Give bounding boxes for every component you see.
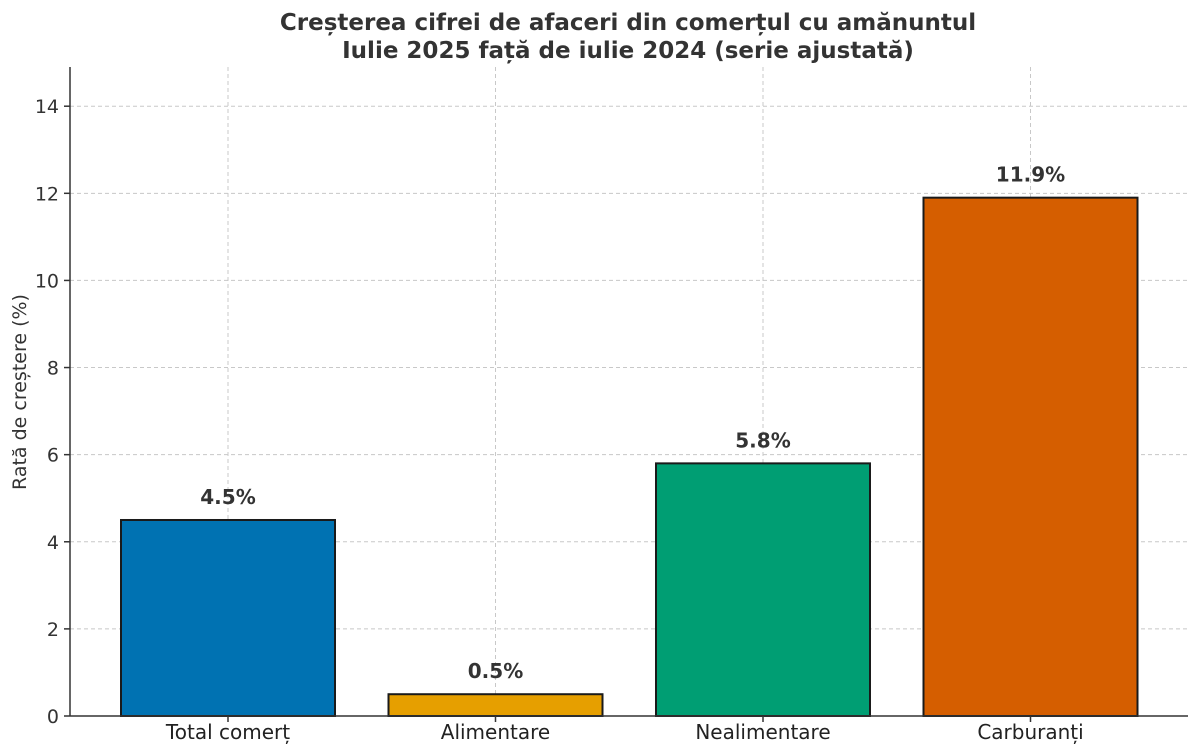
chart-title-line-1: Creșterea cifrei de afaceri din comerțul… — [280, 10, 976, 36]
chart-title-line-2: Iulie 2025 față de iulie 2024 (serie aju… — [342, 38, 914, 64]
x-category-label: Alimentare — [441, 720, 550, 744]
y-tick-label: 12 — [35, 183, 59, 205]
y-tick-label: 10 — [35, 270, 59, 292]
bars-group — [120, 196, 1139, 718]
bar — [922, 196, 1139, 717]
x-category-labels: Total comerț Alimentare Nealimentare Carbur… — [165, 716, 1084, 744]
y-tick-label: 4 — [47, 532, 59, 554]
bar-value-label: 5.8% — [735, 428, 790, 452]
bar — [387, 693, 604, 718]
axes — [69, 67, 1188, 717]
y-axis-label: Rată de creștere (%) — [9, 294, 31, 490]
bar-value-label: 0.5% — [468, 659, 523, 683]
x-category-label: Carburanți — [977, 720, 1083, 744]
y-tick-label: 8 — [47, 358, 59, 380]
value-labels: 4.5% 0.5% 5.8% 11.9% — [200, 163, 1065, 684]
x-category-label: Nealimentare — [695, 720, 830, 744]
y-tick-label: 2 — [47, 619, 59, 641]
bar — [120, 518, 336, 717]
y-tick-label: 6 — [47, 445, 59, 467]
bar-value-label: 4.5% — [200, 485, 255, 509]
x-category-label: Total comerț — [165, 720, 290, 744]
y-tick-label: 0 — [47, 706, 59, 728]
y-tick-label: 14 — [35, 96, 59, 118]
bar — [655, 462, 871, 718]
y-ticks: 0 2 4 6 8 10 12 14 — [35, 96, 70, 728]
bar-value-label: 11.9% — [996, 163, 1065, 187]
